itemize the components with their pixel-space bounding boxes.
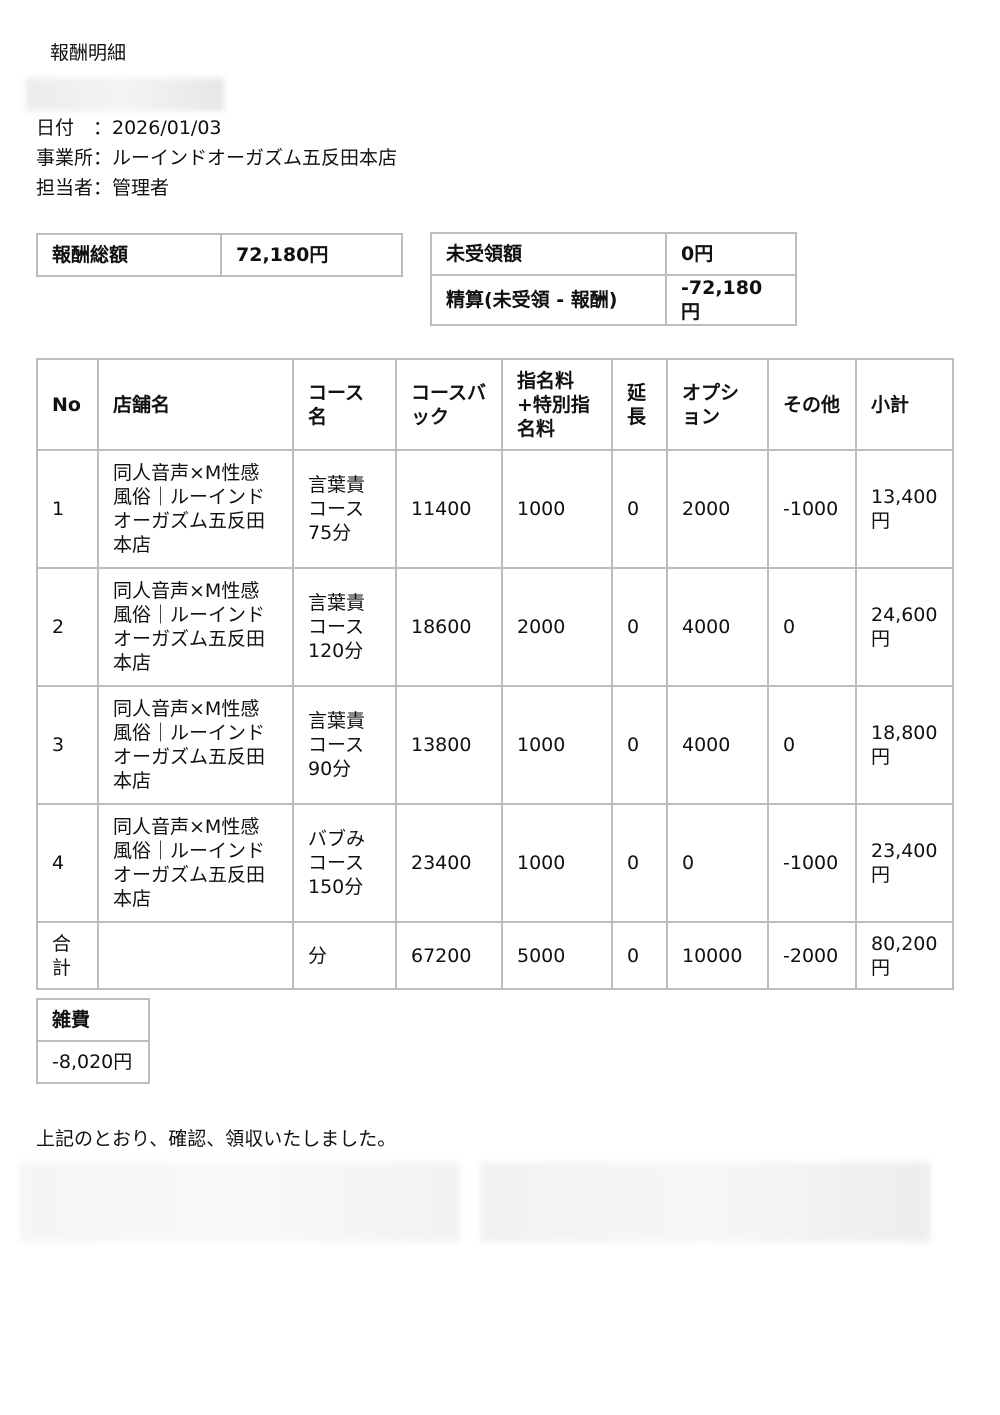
total-other: -2000 bbox=[767, 921, 857, 990]
total-row: 合計 分 67200 5000 0 10000 -2000 80,200円 bbox=[36, 921, 954, 990]
cell-course: 言葉責コース90分 bbox=[292, 685, 397, 805]
cell-course: 言葉責コース120分 bbox=[292, 567, 397, 687]
cell-course-back: 11400 bbox=[395, 449, 503, 569]
cell-no: 4 bbox=[36, 803, 99, 923]
misc-table: 雑費 -8,020円 bbox=[36, 998, 150, 1084]
header-extension: 延長 bbox=[611, 358, 668, 451]
misc-value: -8,020円 bbox=[36, 1040, 150, 1084]
header-course-back: コースバック bbox=[395, 358, 503, 451]
settlement-value: -72,180円 bbox=[665, 274, 797, 326]
header-course: コース名 bbox=[292, 358, 397, 451]
redacted-name bbox=[26, 78, 224, 111]
cell-no: 1 bbox=[36, 449, 99, 569]
cell-no: 2 bbox=[36, 567, 99, 687]
total-course: 分 bbox=[292, 921, 397, 990]
cell-subtotal: 13,400円 bbox=[855, 449, 954, 569]
cell-subtotal: 18,800円 bbox=[855, 685, 954, 805]
unreceived-label: 未受領額 bbox=[430, 232, 667, 276]
header-subtotal: 小計 bbox=[855, 358, 954, 451]
cell-nomination-fee: 1000 bbox=[501, 803, 613, 923]
table-row: 3 同人音声×M性感風俗｜ルーインドオーガズム五反田本店 言葉責コース90分 1380… bbox=[36, 685, 954, 805]
cell-subtotal: 24,600円 bbox=[855, 567, 954, 687]
redacted-signature-left bbox=[20, 1162, 460, 1242]
cell-subtotal: 23,400円 bbox=[855, 803, 954, 923]
cell-course-back: 18600 bbox=[395, 567, 503, 687]
cell-option: 0 bbox=[666, 803, 769, 923]
cell-other: -1000 bbox=[767, 803, 857, 923]
cell-option: 4000 bbox=[666, 685, 769, 805]
table-row: 2 同人音声×M性感風俗｜ルーインドオーガズム五反田本店 言葉責コース120分 186… bbox=[36, 567, 954, 687]
header-other: その他 bbox=[767, 358, 857, 451]
cell-nomination-fee: 1000 bbox=[501, 449, 613, 569]
cell-nomination-fee: 2000 bbox=[501, 567, 613, 687]
header-store: 店舗名 bbox=[97, 358, 294, 451]
staff: 担当者：管理者 bbox=[36, 177, 170, 199]
cell-option: 4000 bbox=[666, 567, 769, 687]
table-row: 4 同人音声×M性感風俗｜ルーインドオーガズム五反田本店 バブみコース150分 234… bbox=[36, 803, 954, 923]
total-option: 10000 bbox=[666, 921, 769, 990]
header-no: No bbox=[36, 358, 99, 451]
cell-option: 2000 bbox=[666, 449, 769, 569]
misc-label: 雑費 bbox=[36, 998, 150, 1042]
cell-other: 0 bbox=[767, 567, 857, 687]
office: 事業所：ルーインドオーガズム五反田本店 bbox=[36, 147, 398, 169]
cell-extension: 0 bbox=[611, 449, 668, 569]
cell-store: 同人音声×M性感風俗｜ルーインドオーガズム五反田本店 bbox=[97, 449, 294, 569]
document-title: 報酬明細 bbox=[50, 42, 127, 64]
header-option: オプション bbox=[666, 358, 769, 451]
table-header: No 店舗名 コース名 コースバック 指名料+特別指名料 延長 オプション その他 小計 bbox=[36, 358, 954, 451]
total-extension: 0 bbox=[611, 921, 668, 990]
cell-no: 3 bbox=[36, 685, 99, 805]
total-pay-label: 報酬総額 bbox=[36, 233, 222, 277]
detail-table: No 店舗名 コース名 コースバック 指名料+特別指名料 延長 オプション その他 小計 1 同人… bbox=[36, 358, 954, 990]
settlement-table: 未受領額 0円 精算(未受領 - 報酬) -72,180円 bbox=[430, 232, 797, 326]
total-nomination-fee: 5000 bbox=[501, 921, 613, 990]
cell-store: 同人音声×M性感風俗｜ルーインドオーガズム五反田本店 bbox=[97, 685, 294, 805]
cell-other: -1000 bbox=[767, 449, 857, 569]
table-row: 1 同人音声×M性感風俗｜ルーインドオーガズム五反田本店 言葉責コース75分 1140… bbox=[36, 449, 954, 569]
cell-other: 0 bbox=[767, 685, 857, 805]
unreceived-value: 0円 bbox=[665, 232, 797, 276]
cell-extension: 0 bbox=[611, 685, 668, 805]
settlement-label: 精算(未受領 - 報酬) bbox=[430, 274, 667, 326]
total-pay-value: 72,180円 bbox=[220, 233, 403, 277]
total-store bbox=[97, 921, 294, 990]
total-course-back: 67200 bbox=[395, 921, 503, 990]
closing-text: 上記のとおり、確認、領収いたしました。 bbox=[36, 1128, 397, 1150]
total-pay-table: 報酬総額 72,180円 bbox=[36, 233, 403, 277]
cell-store: 同人音声×M性感風俗｜ルーインドオーガズム五反田本店 bbox=[97, 803, 294, 923]
total-subtotal: 80,200円 bbox=[855, 921, 954, 990]
meta-block: 日付 ：2026/01/03 事業所：ルーインドオーガズム五反田本店 担当者：管… bbox=[36, 113, 397, 203]
cell-course-back: 13800 bbox=[395, 685, 503, 805]
cell-store: 同人音声×M性感風俗｜ルーインドオーガズム五反田本店 bbox=[97, 567, 294, 687]
cell-extension: 0 bbox=[611, 567, 668, 687]
cell-extension: 0 bbox=[611, 803, 668, 923]
date: 日付 ：2026/01/03 bbox=[36, 117, 222, 139]
cell-nomination-fee: 1000 bbox=[501, 685, 613, 805]
total-no: 合計 bbox=[36, 921, 99, 990]
redacted-signature-right bbox=[480, 1162, 930, 1242]
cell-course: バブみコース150分 bbox=[292, 803, 397, 923]
header-nomination-fee: 指名料+特別指名料 bbox=[501, 358, 613, 451]
cell-course-back: 23400 bbox=[395, 803, 503, 923]
cell-course: 言葉責コース75分 bbox=[292, 449, 397, 569]
